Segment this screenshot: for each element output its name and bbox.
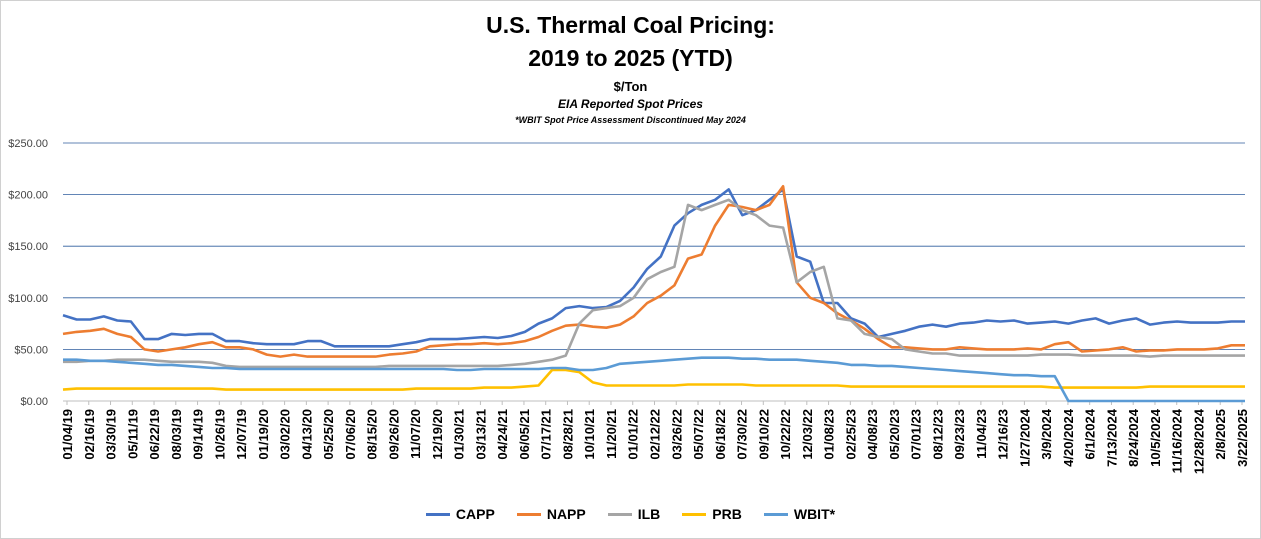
legend-label: NAPP xyxy=(546,506,586,522)
x-tick-label: 11/04/23 xyxy=(974,409,989,459)
x-tick-label: 4/20/2024 xyxy=(1061,408,1076,467)
legend-swatch xyxy=(516,512,541,516)
series-line-prb xyxy=(62,368,1245,391)
x-tick-label: 08/28/21 xyxy=(560,409,575,460)
chart-unit: $/Ton xyxy=(613,79,648,94)
x-tick-label: 05/20/23 xyxy=(887,409,902,460)
chart-note: *WBIT Spot Price Assessment Discontinued… xyxy=(515,115,746,125)
x-tick-label: 08/12/23 xyxy=(930,409,945,460)
x-tick-label: 01/30/21 xyxy=(452,409,467,460)
legend-swatch xyxy=(763,512,788,516)
x-tick-label: 10/26/19 xyxy=(212,409,227,460)
x-tick-label: 11/16/2024 xyxy=(1170,408,1185,473)
legend-label: WBIT* xyxy=(793,506,836,522)
x-tick-label: 06/22/19 xyxy=(147,409,162,460)
legend-item: CAPP xyxy=(425,506,495,522)
x-tick-label: 04/08/23 xyxy=(865,409,880,460)
series-lines xyxy=(62,185,1245,403)
x-tick-label: 2/8/2025 xyxy=(1213,409,1228,460)
x-tick-label: 08/15/20 xyxy=(365,409,380,460)
x-tick-label: 07/17/21 xyxy=(539,409,554,460)
series-line-wbit xyxy=(63,356,1245,403)
legend-swatch xyxy=(607,512,632,516)
x-tick-label: 12/28/2024 xyxy=(1191,408,1206,474)
x-tick-label: 05/25/20 xyxy=(321,409,336,460)
legend-label: ILB xyxy=(637,506,661,522)
x-tick-label: 10/5/2024 xyxy=(1148,408,1163,467)
x-tick-label: 09/10/22 xyxy=(756,409,771,460)
x-tick-label: 05/07/22 xyxy=(691,409,706,460)
x-tick-label: 09/14/19 xyxy=(191,409,206,460)
x-tick-label: 06/05/21 xyxy=(517,409,532,460)
legend-item: WBIT* xyxy=(763,506,836,522)
legend-label: PRB xyxy=(712,506,742,522)
x-tick-label: 7/13/2024 xyxy=(1104,408,1119,467)
x-tick-label: 02/16/19 xyxy=(82,409,97,460)
x-tick-label: 10/22/22 xyxy=(778,409,793,460)
x-tick-label: 03/30/19 xyxy=(104,409,119,460)
x-tick-label: 12/07/19 xyxy=(234,409,249,460)
x-tick-label: 06/18/22 xyxy=(713,409,728,460)
x-tick-label: 10/10/21 xyxy=(582,409,597,460)
series-line-ilb xyxy=(63,198,1245,369)
x-tick-label: 09/23/23 xyxy=(952,409,967,460)
x-tick-label: 03/26/22 xyxy=(669,409,684,460)
x-tick-label: 04/24/21 xyxy=(495,409,510,460)
x-tick-label: 3/9/2024 xyxy=(1039,408,1054,459)
x-tick-label: 07/01/23 xyxy=(909,409,924,460)
chart-title-line1: U.S. Thermal Coal Pricing: xyxy=(486,12,775,38)
x-tick-label: 02/25/23 xyxy=(843,409,858,460)
y-tick-label: $150.00 xyxy=(8,241,48,253)
x-tick-label: 1/27/2024 xyxy=(1017,408,1032,467)
x-tick-label: 07/06/20 xyxy=(343,409,358,460)
series-line-napp xyxy=(62,185,1245,358)
x-tick-label: 8/24/2024 xyxy=(1126,408,1141,467)
y-axis-tick-labels: $0.00 $50.00 $100.00 $150.00 $200.00 $250.00 xyxy=(8,138,48,408)
x-tick-label: 6/1/2024 xyxy=(1083,408,1098,459)
x-tick-label: 01/19/20 xyxy=(256,409,271,460)
x-tick-label: 3/22/2025 xyxy=(1235,409,1250,467)
x-tick-label: 01/04/19 xyxy=(60,409,75,460)
x-tick-label: 02/12/22 xyxy=(648,409,663,460)
x-tick-label: 07/30/22 xyxy=(735,409,750,460)
legend-label: CAPP xyxy=(455,506,495,522)
x-tick-label: 11/07/20 xyxy=(408,409,423,459)
x-tick-label: 12/19/20 xyxy=(430,409,445,460)
legend-swatch xyxy=(682,512,707,516)
x-tick-label: 01/08/23 xyxy=(822,409,837,460)
y-tick-label: $50.00 xyxy=(14,344,48,356)
x-tick-label: 12/03/22 xyxy=(800,409,815,460)
legend-item: ILB xyxy=(607,506,661,522)
legend-item: NAPP xyxy=(516,506,586,522)
y-tick-label: $200.00 xyxy=(8,190,48,202)
x-tick-label: 03/13/21 xyxy=(473,409,488,460)
legend-item: PRB xyxy=(682,506,742,522)
x-tick-label: 03/02/20 xyxy=(278,409,293,460)
x-tick-label: 12/16/23 xyxy=(996,409,1011,460)
y-tick-label: $250.00 xyxy=(8,138,48,150)
x-tick-label: 11/20/21 xyxy=(604,409,619,459)
x-axis-tick-labels: 01/04/19 02/16/19 03/30/19 05/11/19 06/22/19… xyxy=(60,401,1250,474)
series-line-capp xyxy=(62,188,1245,348)
legend: CAPP NAPP ILB PRB WBIT* xyxy=(0,506,1261,522)
legend-swatch xyxy=(425,512,450,516)
y-tick-label: $100.00 xyxy=(8,293,48,305)
x-tick-label: 05/11/19 xyxy=(125,409,140,459)
x-tick-label: 09/26/20 xyxy=(386,409,401,460)
x-tick-label: 01/01/22 xyxy=(626,409,641,460)
y-tick-label: $0.00 xyxy=(20,396,48,408)
x-tick-label: 08/03/19 xyxy=(169,409,184,460)
x-tick-label: 04/13/20 xyxy=(299,409,314,460)
chart-subtitle: EIA Reported Spot Prices xyxy=(558,97,703,111)
chart-title-line2: 2019 to 2025 (YTD) xyxy=(528,45,733,71)
